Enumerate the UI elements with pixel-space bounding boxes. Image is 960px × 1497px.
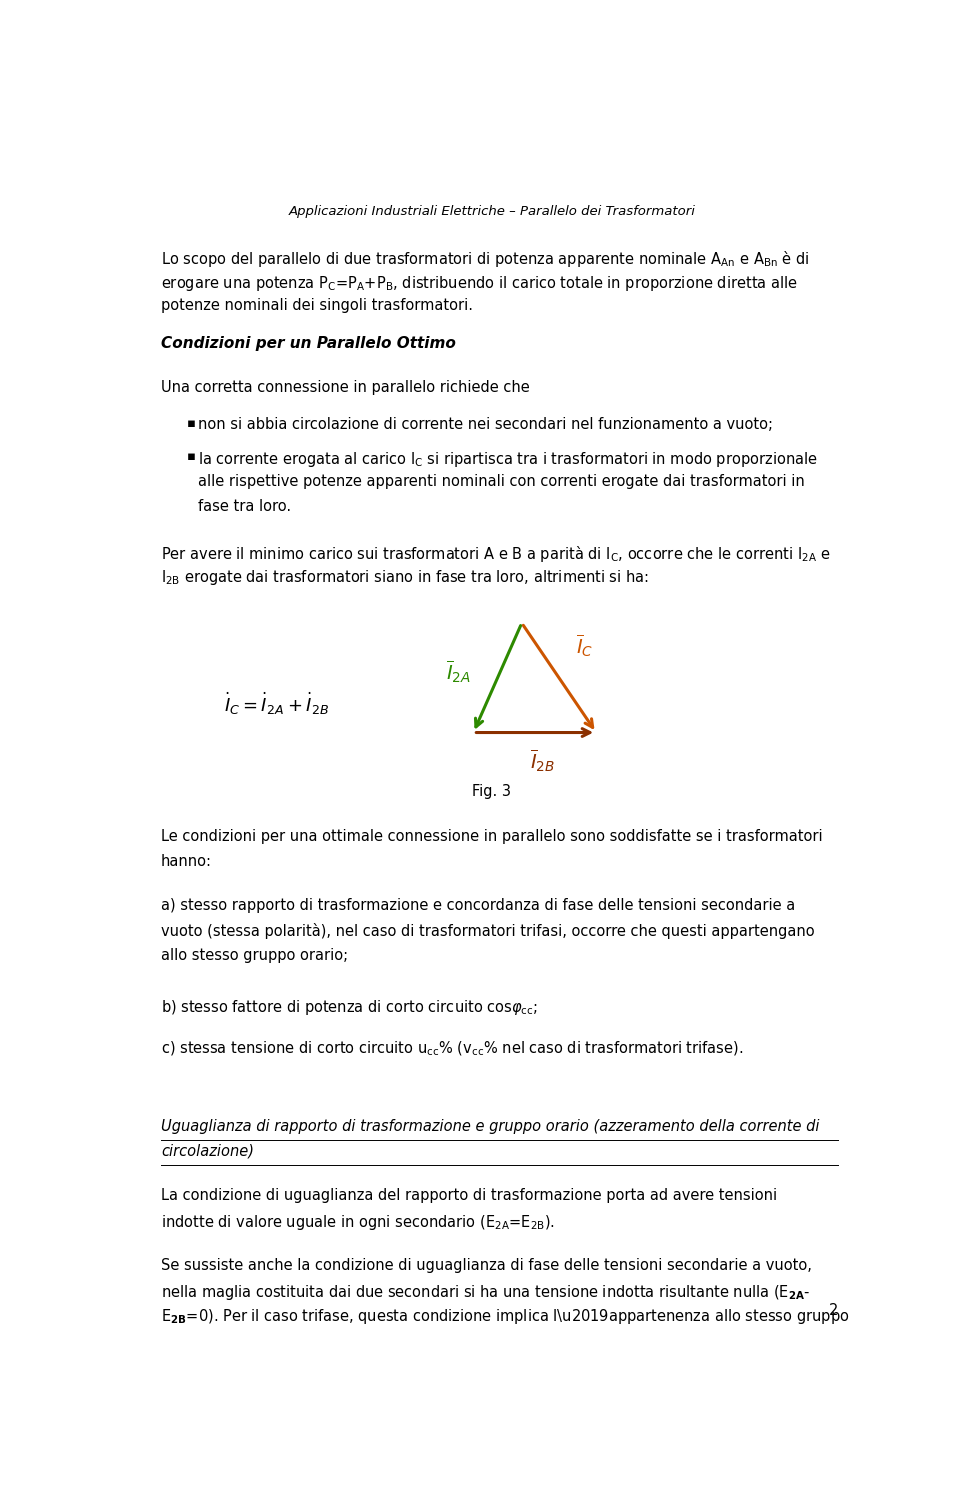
- Text: fase tra loro.: fase tra loro.: [198, 499, 291, 513]
- Text: erogare una potenza P$_{\rm C}$=P$_{\rm A}$+P$_{\rm B}$, distribuendo il carico : erogare una potenza P$_{\rm C}$=P$_{\rm …: [161, 274, 798, 292]
- Text: Se sussiste anche la condizione di uguaglianza di fase delle tensioni secondarie: Se sussiste anche la condizione di uguag…: [161, 1257, 812, 1272]
- Text: potenze nominali dei singoli trasformatori.: potenze nominali dei singoli trasformato…: [161, 298, 473, 313]
- Text: E$_{\bf 2B}$=0). Per il caso trifase, questa condizione implica l\u2019appartene: E$_{\bf 2B}$=0). Per il caso trifase, qu…: [161, 1307, 850, 1326]
- Text: $\dot{I}_{C} = \dot{I}_{2A} + \dot{I}_{2B}$: $\dot{I}_{C} = \dot{I}_{2A} + \dot{I}_{2…: [225, 690, 329, 717]
- Text: Uguaglianza di rapporto di trasformazione e gruppo orario (azzeramento della cor: Uguaglianza di rapporto di trasformazion…: [161, 1118, 820, 1133]
- Text: Le condizioni per una ottimale connessione in parallelo sono soddisfatte se i tr: Le condizioni per una ottimale connessio…: [161, 829, 823, 844]
- Text: Una corretta connessione in parallelo richiede che: Una corretta connessione in parallelo ri…: [161, 380, 530, 395]
- Text: Fig. 3: Fig. 3: [472, 784, 512, 799]
- Text: Applicazioni Industriali Elettriche – Parallelo dei Trasformatori: Applicazioni Industriali Elettriche – Pa…: [289, 205, 695, 219]
- Text: $\overline{I}_{2A}$: $\overline{I}_{2A}$: [446, 659, 471, 686]
- Text: non si abbia circolazione di corrente nei secondari nel funzionamento a vuoto;: non si abbia circolazione di corrente ne…: [198, 418, 773, 433]
- Text: hanno:: hanno:: [161, 853, 212, 868]
- Text: a) stesso rapporto di trasformazione e concordanza di fase delle tensioni second: a) stesso rapporto di trasformazione e c…: [161, 898, 795, 913]
- Text: Per avere il minimo carico sui trasformatori A e B a parità di I$_{\rm C}$, occo: Per avere il minimo carico sui trasforma…: [161, 543, 830, 564]
- Text: circolazione): circolazione): [161, 1144, 253, 1159]
- Text: ▪: ▪: [187, 449, 196, 463]
- Text: La condizione di uguaglianza del rapporto di trasformazione porta ad avere tensi: La condizione di uguaglianza del rapport…: [161, 1189, 777, 1204]
- Text: vuoto (stessa polarità), nel caso di trasformatori trifasi, occorre che questi a: vuoto (stessa polarità), nel caso di tra…: [161, 924, 814, 939]
- Text: c) stessa tensione di corto circuito u$_{\rm cc}$% (v$_{\rm cc}$% nel caso di tr: c) stessa tensione di corto circuito u$_…: [161, 1039, 743, 1058]
- Text: ▪: ▪: [187, 418, 196, 430]
- Text: $\overline{I}_{2B}$: $\overline{I}_{2B}$: [530, 748, 555, 774]
- Text: la corrente erogata al carico I$_{\rm C}$ si ripartisca tra i trasformatori in m: la corrente erogata al carico I$_{\rm C}…: [198, 449, 818, 469]
- Text: indotte di valore uguale in ogni secondario (E$_{\rm 2A}$=E$_{\rm 2B}$).: indotte di valore uguale in ogni seconda…: [161, 1213, 555, 1232]
- Text: 2: 2: [828, 1304, 838, 1319]
- Text: Condizioni per un Parallelo Ottimo: Condizioni per un Parallelo Ottimo: [161, 335, 456, 350]
- Text: b) stesso fattore di potenza di corto circuito cos$\varphi_{\rm cc}$;: b) stesso fattore di potenza di corto ci…: [161, 997, 538, 1016]
- Text: alle rispettive potenze apparenti nominali con correnti erogate dai trasformator: alle rispettive potenze apparenti nomina…: [198, 475, 804, 490]
- Text: $\overline{I}_{C}$: $\overline{I}_{C}$: [576, 633, 593, 659]
- Text: allo stesso gruppo orario;: allo stesso gruppo orario;: [161, 948, 348, 963]
- Text: I$_{\rm 2B}$ erogate dai trasformatori siano in fase tra loro, altrimenti si ha:: I$_{\rm 2B}$ erogate dai trasformatori s…: [161, 569, 649, 587]
- Text: nella maglia costituita dai due secondari si ha una tensione indotta risultante : nella maglia costituita dai due secondar…: [161, 1283, 810, 1301]
- Text: Lo scopo del parallelo di due trasformatori di potenza apparente nominale A$_{\r: Lo scopo del parallelo di due trasformat…: [161, 249, 809, 269]
